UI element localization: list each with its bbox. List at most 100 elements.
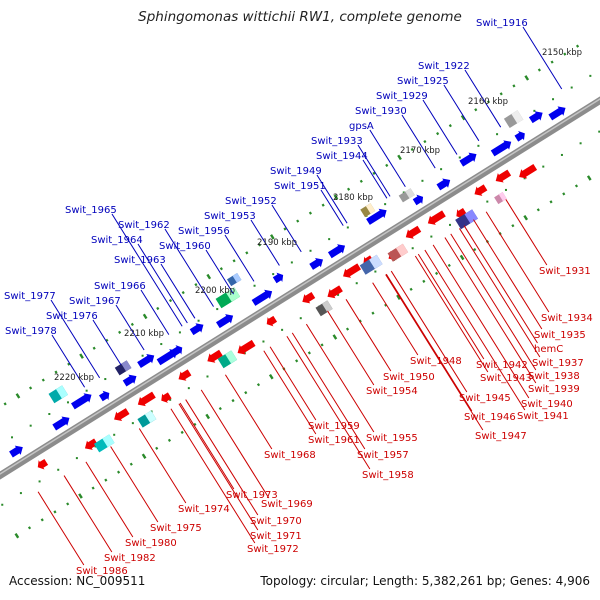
forward-domain-box-shade (232, 273, 242, 283)
reverse-gene-arrow-shape (327, 285, 343, 299)
reverse-gene-label: Swit_1940 (521, 399, 573, 410)
label-leader-line (51, 334, 86, 388)
reverse-domain-box-shade (369, 254, 383, 269)
forward-tick (321, 203, 325, 207)
forward-gene-arrow-shape (216, 314, 234, 329)
inner-tick (66, 401, 69, 404)
reverse-gene-label: Swit_1958 (362, 470, 414, 481)
forward-tick (206, 273, 212, 280)
forward-tick (79, 353, 84, 359)
genome-backbone (0, 96, 600, 480)
inner-tick (299, 317, 302, 320)
map-title: Sphingomonas wittichii RW1, complete gen… (138, 9, 462, 25)
reverse-gene-arrow (405, 225, 422, 239)
forward-tick (550, 60, 554, 64)
inner-tick (421, 179, 424, 182)
forward-gene-arrow (98, 390, 110, 402)
label-leader-line (63, 475, 113, 553)
forward-gene-arrow (171, 345, 183, 356)
inner-tick (328, 238, 331, 241)
scale-label: 2180 kbp (333, 193, 373, 203)
inner-tick (523, 177, 526, 180)
reverse-gene-arrow-shape (456, 207, 467, 219)
forward-domain-box-shade (55, 385, 68, 399)
label-leader-line (178, 403, 259, 531)
inner-tick (486, 200, 489, 203)
forward-gene-arrow (412, 194, 424, 206)
reverse-gene-label: Swit_1941 (517, 411, 569, 422)
label-leader-line (459, 228, 541, 358)
inner-tick (160, 343, 163, 346)
reverse-domain-box-shade (322, 300, 333, 313)
forward-tick (92, 346, 96, 350)
label-leader-line (444, 237, 537, 384)
label-leader-line (372, 282, 419, 356)
reverse-gene-arrow (114, 408, 130, 422)
reverse-gene-label: Swit_1961 (308, 435, 360, 446)
forward-gene-arrow-shape (436, 178, 451, 191)
label-leader-line (137, 243, 188, 324)
reverse-gene-arrow-shape (137, 391, 156, 407)
reverse-tick (231, 399, 235, 403)
reverse-gene-arrow-shape (37, 458, 49, 470)
forward-gene-arrow (156, 349, 178, 366)
reverse-tick (53, 510, 57, 514)
scale-label: 2210 kbp (124, 329, 164, 339)
inner-tick (272, 273, 275, 276)
reverse-gene-label: Swit_1938 (528, 371, 580, 382)
label-leader-line (50, 299, 101, 379)
forward-tick (410, 147, 414, 152)
reverse-tick (586, 175, 592, 181)
forward-gene-arrow-shape (9, 445, 23, 458)
reverse-gene-label: Swit_1931 (539, 266, 591, 277)
label-leader-line (138, 428, 187, 504)
reverse-gene-arrow (207, 349, 223, 363)
scale-labels: 2150 kbp 2160 kbp 2170 kbp 2180 kbp 2190 kbp… (54, 48, 582, 383)
reverse-tick (180, 430, 184, 435)
reverse-gene-label: Swit_1942 (476, 360, 528, 371)
reverse-tick (562, 192, 566, 196)
reverse-domain-box (359, 254, 383, 275)
inner-tick (262, 340, 265, 343)
reverse-gene-arrow-shape (266, 315, 278, 327)
inner-tick (48, 413, 51, 416)
forward-gene-arrow-shape (171, 345, 183, 356)
label-leader-line (179, 402, 235, 490)
reverse-gene-arrow-shape (519, 163, 538, 179)
inner-tick (570, 86, 573, 89)
label-leaders (37, 26, 563, 566)
forward-tick (245, 251, 249, 255)
forward-domain-box (503, 110, 524, 129)
label-leader-line (271, 204, 302, 253)
forward-tick (181, 290, 185, 295)
forward-gene-arrow (366, 208, 387, 225)
reverse-tick (116, 470, 121, 474)
scale-label: 2190 kbp (257, 238, 297, 248)
reverse-tick (396, 294, 401, 300)
forward-gene-arrow-shape (251, 289, 273, 306)
inner-tick (346, 226, 349, 229)
label-leader-line (345, 299, 392, 372)
forward-gene-arrow (71, 393, 92, 410)
forward-gene-arrow (137, 354, 155, 369)
inner-tick (187, 387, 190, 390)
inner-tick (337, 293, 340, 296)
reverse-tick (409, 287, 413, 291)
reverse-gene-arrow (343, 263, 362, 278)
reverse-tick (104, 478, 108, 482)
forward-gene-label: Swit_1929 (376, 91, 428, 102)
label-leader-line (424, 249, 526, 411)
inner-tick (281, 328, 284, 331)
label-leader-line (485, 211, 550, 313)
label-leader-line (269, 346, 317, 421)
forward-domain-box-shade (405, 188, 415, 199)
reverse-gene-label: Swit_1973 (226, 490, 278, 501)
reverse-gene-arrow (519, 163, 538, 179)
reverse-tick (244, 391, 248, 395)
forward-tick (448, 124, 452, 128)
forward-gene-arrow (216, 314, 234, 329)
label-leader-line (369, 129, 406, 188)
label-leader-line (305, 323, 375, 433)
inner-tick (533, 109, 536, 112)
forward-gene-arrow-shape (366, 208, 387, 225)
